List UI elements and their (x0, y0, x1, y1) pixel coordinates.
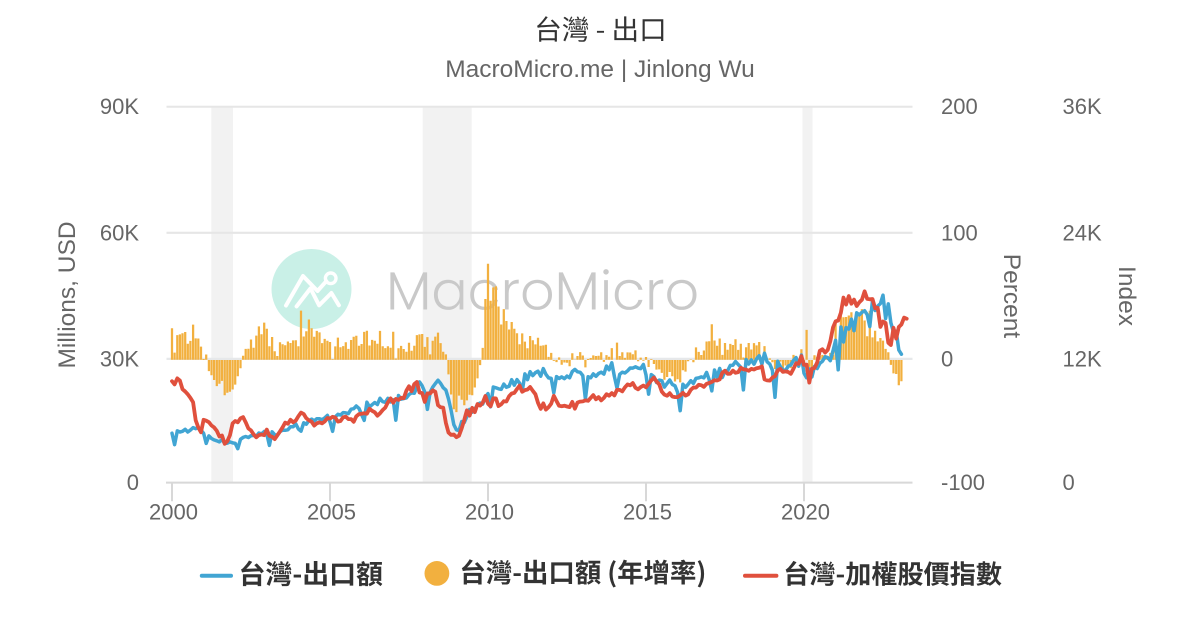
svg-text:2010: 2010 (465, 500, 514, 525)
svg-text:36K: 36K (1063, 94, 1102, 119)
svg-text:2000: 2000 (149, 500, 198, 525)
svg-text:0: 0 (1063, 470, 1075, 495)
svg-text:Index: Index (1113, 266, 1140, 326)
svg-text:200: 200 (941, 94, 978, 119)
svg-text:Percent: Percent (998, 254, 1025, 339)
svg-text:24K: 24K (1063, 220, 1102, 245)
svg-text:Millions, USD: Millions, USD (54, 221, 81, 368)
svg-text:90K: 90K (100, 94, 139, 119)
svg-text:0: 0 (941, 346, 953, 371)
svg-text:60K: 60K (100, 220, 139, 245)
svg-text:12K: 12K (1063, 346, 1102, 371)
svg-text:30K: 30K (100, 346, 139, 371)
svg-text:2015: 2015 (623, 500, 672, 525)
svg-text:MacroMicro.me | Jinlong Wu: MacroMicro.me | Jinlong Wu (445, 56, 755, 83)
svg-text:0: 0 (127, 470, 139, 495)
svg-text:-100: -100 (941, 470, 985, 495)
svg-text:2005: 2005 (307, 500, 356, 525)
svg-text:2020: 2020 (781, 500, 830, 525)
svg-text:100: 100 (941, 220, 978, 245)
